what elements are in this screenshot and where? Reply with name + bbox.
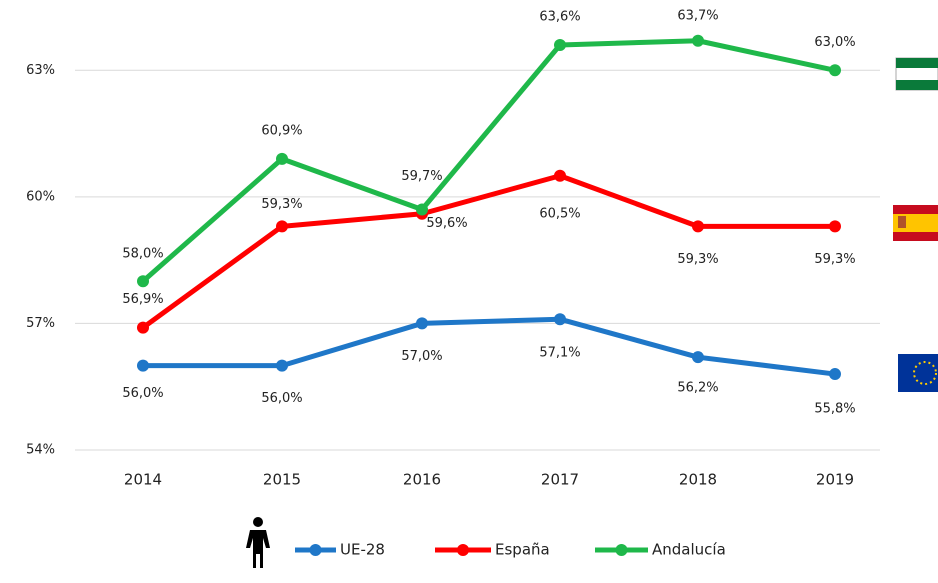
value-label: 63,6% [539, 9, 580, 24]
value-label: 59,7% [401, 169, 442, 184]
point [554, 313, 566, 326]
point [692, 34, 704, 47]
flag-eu [898, 354, 938, 392]
y-tick-label: 57% [26, 316, 55, 331]
value-label: 59,6% [426, 216, 467, 231]
value-label: 59,3% [261, 197, 302, 212]
point [554, 38, 566, 51]
series-line [141, 173, 835, 330]
x-tick-label: 2014 [124, 471, 162, 489]
point [829, 368, 841, 381]
value-label: 59,3% [677, 252, 718, 267]
value-label: 55,8% [814, 402, 855, 417]
value-label: 56,2% [677, 381, 718, 396]
value-label: 60,5% [539, 206, 580, 221]
legend-label: UE-28 [340, 541, 385, 559]
value-label: 63,0% [814, 35, 855, 50]
legend-label: España [495, 541, 550, 559]
value-label: 56,0% [122, 386, 163, 401]
point [137, 321, 149, 334]
point [416, 203, 428, 216]
y-tick-label: 60% [26, 189, 55, 204]
y-tick-label: 63% [26, 63, 55, 78]
point [416, 317, 428, 330]
x-tick-label: 2017 [541, 471, 579, 489]
value-label: 57,1% [539, 346, 580, 361]
value-label: 56,9% [122, 292, 163, 307]
legend-icon-woman [246, 517, 270, 568]
point [829, 220, 841, 233]
point [554, 169, 566, 182]
value-label: 59,3% [814, 252, 855, 267]
flag-espana [893, 205, 938, 241]
point [137, 275, 149, 288]
point [276, 152, 288, 165]
x-tick-label: 2019 [816, 471, 854, 489]
value-label: 57,0% [401, 349, 442, 364]
legend-label: Andalucía [652, 541, 726, 559]
legend-marker [615, 544, 628, 556]
legend-marker [457, 544, 469, 556]
point [137, 359, 149, 372]
series-line [141, 38, 836, 284]
legend-marker [309, 544, 322, 556]
point [692, 220, 704, 233]
value-label: 63,7% [677, 8, 718, 23]
x-tick-label: 2018 [679, 471, 717, 489]
value-label: 60,9% [261, 123, 302, 138]
y-tick-label: 54% [26, 443, 55, 458]
point [692, 351, 704, 364]
point [829, 64, 841, 77]
flag-andalucia [895, 57, 938, 91]
x-tick-label: 2015 [263, 471, 301, 489]
x-tick-label: 2016 [403, 471, 441, 489]
value-label: 58,0% [122, 247, 163, 262]
point [276, 220, 288, 233]
point [276, 359, 288, 372]
series-line [143, 316, 836, 377]
value-label: 56,0% [261, 391, 302, 406]
